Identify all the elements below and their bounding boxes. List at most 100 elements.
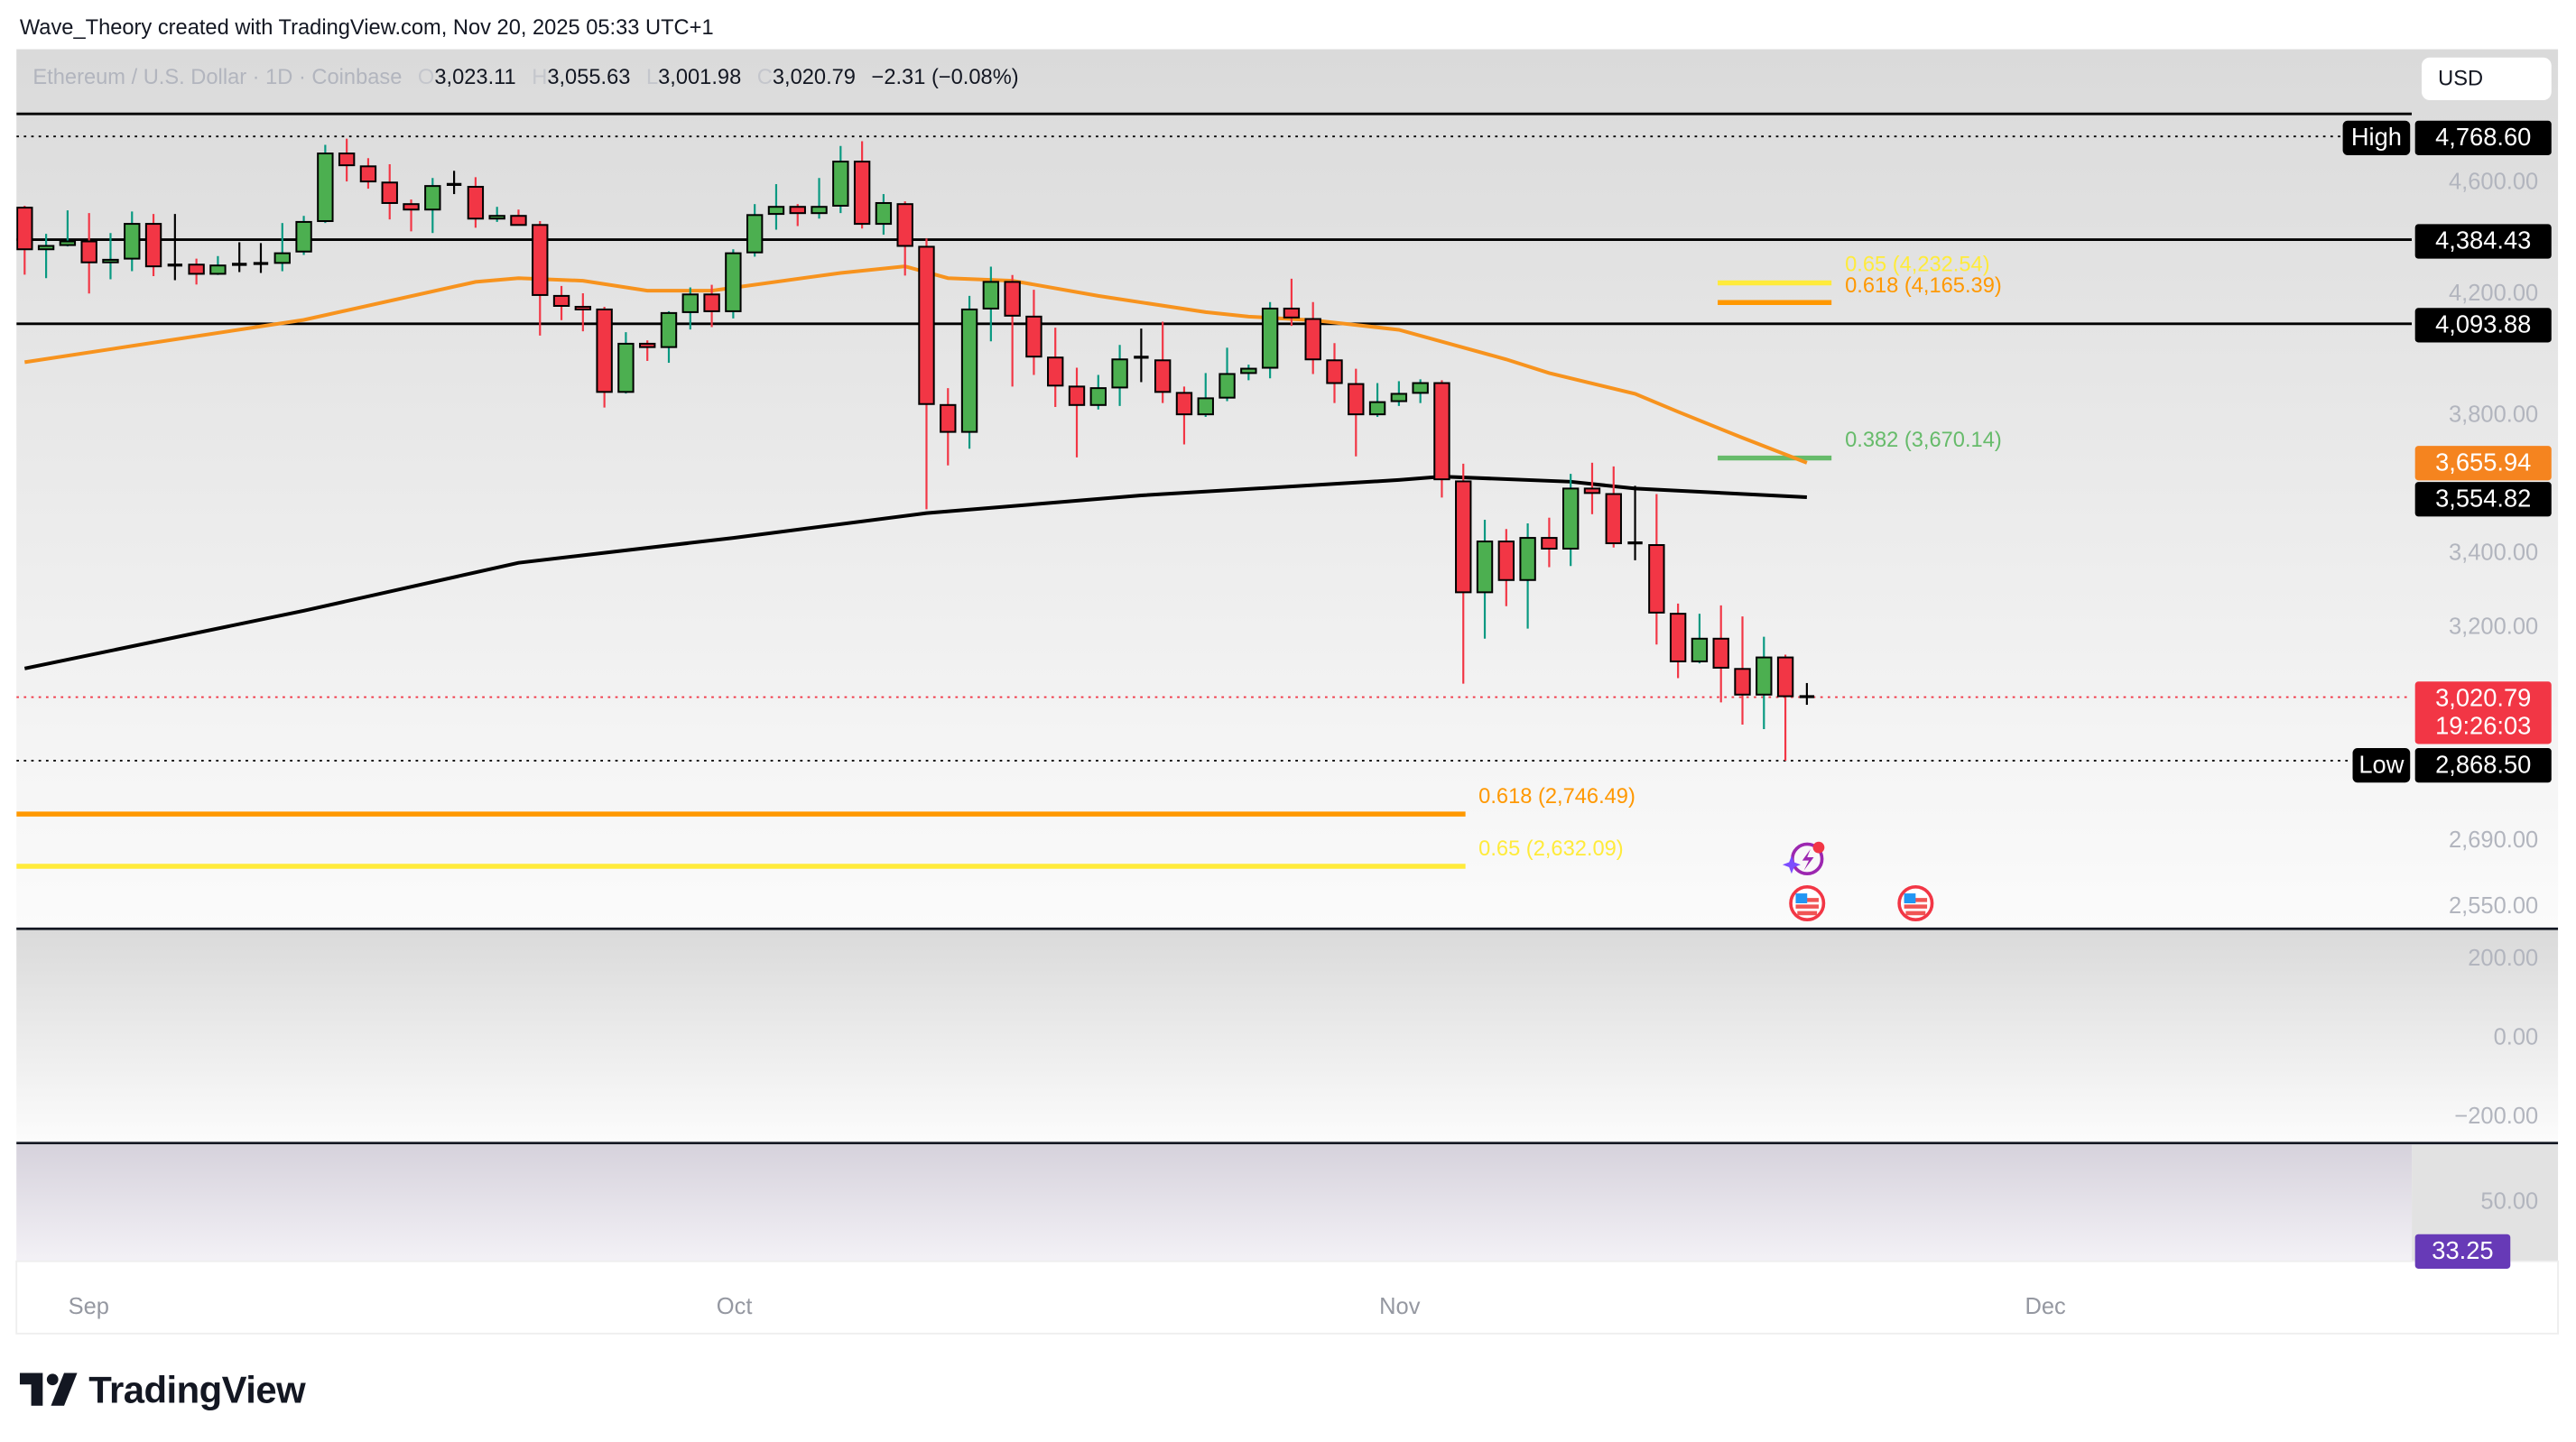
low-value: 3,001.98 <box>658 63 742 89</box>
resistance-price-badge: 4,384.43 <box>2414 224 2552 259</box>
last-price: 3,020.79 <box>2435 684 2532 713</box>
candle-body <box>940 403 957 433</box>
candle-body <box>16 207 33 251</box>
candle-body <box>746 214 764 254</box>
candle-body <box>1605 493 1622 545</box>
symbol-legend[interactable]: Ethereum / U.S. Dollar · 1D · Coinbase O… <box>32 64 1018 88</box>
candle-body <box>703 293 720 312</box>
fib-label-0618-lower: 0.618 (2,746.49) <box>1478 783 1635 809</box>
candle-body <box>273 252 291 264</box>
candle-body <box>1433 382 1450 481</box>
candle-body <box>875 201 893 226</box>
candle-body <box>1497 541 1515 581</box>
bar-countdown: 19:26:03 <box>2435 712 2532 741</box>
candle-body <box>1197 397 1214 416</box>
candle-body <box>896 203 913 247</box>
candle-body <box>1648 544 1665 614</box>
candle-body <box>1390 393 1408 402</box>
symbol-description[interactable]: Ethereum / U.S. Dollar · 1D · Coinbase <box>32 63 403 89</box>
candle-body <box>1669 613 1687 662</box>
candle-body <box>552 294 570 308</box>
candle-body <box>381 181 398 204</box>
candle-body <box>789 206 806 215</box>
candle-body <box>1541 537 1558 550</box>
macd-pane-background <box>16 929 2559 1143</box>
currency-button[interactable]: USD <box>2421 57 2552 101</box>
us-economic-event-flag-icon[interactable] <box>1897 884 1934 922</box>
candle-body <box>188 263 205 275</box>
candle-body <box>918 245 935 405</box>
candle-body <box>1089 387 1107 406</box>
candle-body <box>1111 358 1128 389</box>
candle-body <box>1756 656 1773 696</box>
candle-body <box>1561 487 1580 550</box>
candle-body <box>681 293 699 313</box>
candle-body <box>209 264 227 275</box>
candle-body <box>488 215 505 220</box>
candle-body <box>510 215 527 226</box>
tradingview-logo[interactable]: TradingView <box>19 1366 306 1412</box>
candle-body <box>1261 307 1279 369</box>
fib-label-065-lower: 0.65 (2,632.09) <box>1478 836 1624 861</box>
candle-body <box>960 308 978 433</box>
close-key: C <box>756 63 773 89</box>
resistance-price-badge: 4,093.88 <box>2414 308 2552 343</box>
candle-body <box>1476 541 1494 594</box>
sma-price-badge: 3,554.82 <box>2414 482 2552 517</box>
candle-body <box>1219 373 1236 399</box>
candle-body <box>982 281 1000 310</box>
fib-label-0382-upper: 0.382 (3,670.14) <box>1845 427 2002 452</box>
price-tick: 2,550.00 <box>2449 892 2539 919</box>
price-tick: 3,400.00 <box>2449 538 2539 566</box>
candle-body <box>1519 537 1536 581</box>
candle-body <box>639 342 656 348</box>
ideas-lightning-icon[interactable] <box>1782 841 1825 876</box>
candle-body <box>338 153 356 167</box>
candle-body <box>295 220 312 253</box>
main-pane-background <box>16 49 2559 929</box>
candle-body <box>467 186 485 220</box>
candle-body <box>574 305 592 310</box>
candle-body <box>532 224 549 296</box>
low-tag: Low <box>2352 748 2411 783</box>
price-tick: 4,200.00 <box>2449 279 2539 306</box>
candle-body <box>359 165 377 183</box>
candle-body <box>1326 359 1343 384</box>
fib-label-065-upper: 0.65 (4,232.54) <box>1845 251 1990 276</box>
candle-body <box>59 240 77 246</box>
time-tick: Oct <box>716 1292 753 1319</box>
macd-tick: 200.00 <box>2468 944 2539 971</box>
candle-body <box>1691 637 1709 662</box>
price-tick: 2,690.00 <box>2449 826 2539 853</box>
ema-price-badge: 3,655.94 <box>2414 446 2552 481</box>
candle-body <box>1304 318 1321 361</box>
candle-body <box>124 223 141 260</box>
candle-body <box>1455 480 1472 594</box>
change-value: −2.31 (−0.08%) <box>871 63 1019 89</box>
candle-body <box>811 206 828 215</box>
price-tick: 3,800.00 <box>2449 401 2539 428</box>
rsi-tick: 50.00 <box>2480 1187 2539 1214</box>
candle-body <box>424 185 441 211</box>
open-key: O <box>417 63 435 89</box>
high-tag: High <box>2342 120 2411 155</box>
price-tick: 3,200.00 <box>2449 612 2539 639</box>
low-key: L <box>645 63 659 89</box>
candle-body <box>403 203 420 211</box>
candle-body <box>853 161 871 226</box>
high-value: 3,055.63 <box>547 63 631 89</box>
time-tick: Nov <box>1379 1292 1421 1319</box>
ema-50-line <box>24 264 1808 465</box>
macd-tick: 0.00 <box>2493 1022 2539 1049</box>
candle-body <box>1154 359 1172 393</box>
candle-body <box>1240 367 1257 374</box>
open-value: 3,023.11 <box>434 63 516 89</box>
candle-body <box>1175 392 1193 416</box>
candle-body <box>767 206 785 216</box>
candle-body <box>1004 281 1021 317</box>
us-economic-event-flag-icon[interactable] <box>1789 884 1826 922</box>
candle-body <box>80 240 97 263</box>
candle-body <box>725 252 742 312</box>
